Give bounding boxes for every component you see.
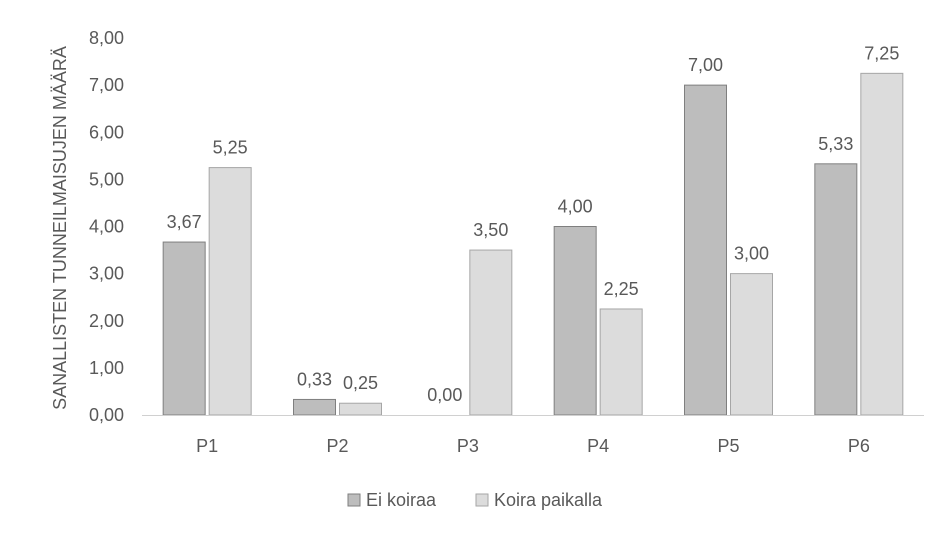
y-axis-title: SANALLISTEN TUNNEILMAISUJEN MÄÄRÄ bbox=[50, 46, 70, 410]
y-tick-label: 0,00 bbox=[89, 405, 124, 425]
bar-ei-koiraa-p1 bbox=[162, 241, 206, 416]
bar-ei-koiraa-p5 bbox=[684, 84, 727, 416]
bar-koira-paikalla-p2 bbox=[339, 402, 382, 416]
bar-koira-paikalla-p3 bbox=[469, 249, 513, 416]
y-tick-label: 2,00 bbox=[89, 311, 124, 331]
bar-koira-paikalla-p4 bbox=[599, 308, 643, 416]
x-tick-label: P6 bbox=[848, 436, 870, 456]
bar-ei-koiraa-p4 bbox=[553, 226, 597, 416]
y-axis-title-group: SANALLISTEN TUNNEILMAISUJEN MÄÄRÄ bbox=[50, 46, 70, 410]
bar-value-label: 3,67 bbox=[167, 212, 202, 232]
bar-value-label: 5,33 bbox=[818, 134, 853, 154]
legend-item-ei-koiraa-swatch bbox=[347, 493, 361, 507]
bar-koira-paikalla-p6 bbox=[860, 72, 904, 416]
bar-value-label: 3,00 bbox=[734, 244, 769, 264]
x-tick-label: P2 bbox=[326, 436, 348, 456]
legend: Ei koiraa Koira paikalla bbox=[347, 490, 603, 510]
bar-koira-paikalla-p1 bbox=[208, 167, 252, 416]
bar-value-label: 3,50 bbox=[473, 220, 508, 240]
x-axis-ticks: P1 P2 P3 P4 P5 P6 bbox=[196, 436, 870, 456]
y-tick-label: 4,00 bbox=[89, 217, 124, 237]
x-tick-label: P4 bbox=[587, 436, 609, 456]
y-tick-label: 6,00 bbox=[89, 122, 124, 142]
bars bbox=[162, 72, 904, 416]
x-tick-label: P3 bbox=[457, 436, 479, 456]
bar-ei-koiraa-p6 bbox=[814, 163, 858, 416]
bar-value-label: 7,25 bbox=[864, 43, 899, 63]
bar-value-label: 0,00 bbox=[427, 385, 462, 405]
y-tick-label: 8,00 bbox=[89, 28, 124, 48]
bar-koira-paikalla-p5 bbox=[730, 273, 773, 416]
y-tick-label: 7,00 bbox=[89, 75, 124, 95]
bar-value-label: 7,00 bbox=[688, 55, 723, 75]
bar-value-label: 4,00 bbox=[558, 197, 593, 217]
y-tick-label: 3,00 bbox=[89, 264, 124, 284]
bar-ei-koiraa-p2 bbox=[293, 398, 336, 416]
legend-item-ei-koiraa-label: Ei koiraa bbox=[366, 490, 437, 510]
bar-value-label: 5,25 bbox=[213, 138, 248, 158]
legend-item-koira-paikalla-label: Koira paikalla bbox=[494, 490, 603, 510]
bar-value-label: 2,25 bbox=[604, 279, 639, 299]
y-tick-label: 5,00 bbox=[89, 169, 124, 189]
bar-value-label: 0,25 bbox=[343, 373, 378, 393]
x-tick-label: P5 bbox=[717, 436, 739, 456]
bar-value-label: 0,33 bbox=[297, 369, 332, 389]
y-tick-label: 1,00 bbox=[89, 358, 124, 378]
bar-value-labels: 3,67 5,25 0,33 0,25 0,00 3,50 4,00 2,25 7,00 3,00… bbox=[167, 43, 900, 405]
x-tick-label: P1 bbox=[196, 436, 218, 456]
y-axis-ticks: 0,00 1,00 2,00 3,00 4,00 5,00 6,00 7,00 8,00 bbox=[89, 28, 124, 425]
legend-item-koira-paikalla-swatch bbox=[475, 493, 489, 507]
